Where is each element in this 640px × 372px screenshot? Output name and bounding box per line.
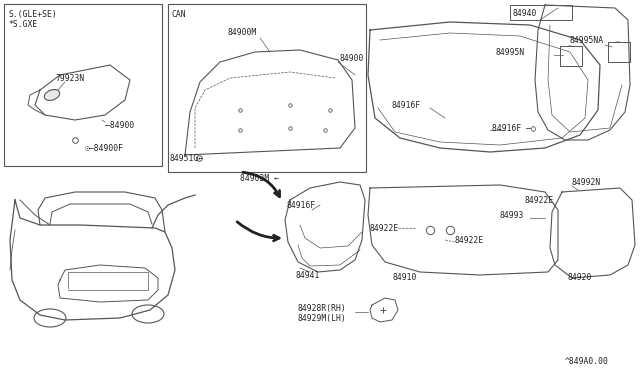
Text: CAN: CAN (172, 10, 187, 19)
Text: —84900: —84900 (105, 121, 134, 129)
Text: 84928R(RH): 84928R(RH) (298, 304, 347, 312)
Bar (560, 46, 582, 66)
Bar (510, 5, 572, 20)
Text: 84922E: 84922E (525, 196, 554, 205)
Text: 84902M ←: 84902M ← (240, 173, 279, 183)
Text: 84995NA: 84995NA (570, 35, 604, 45)
Ellipse shape (563, 46, 577, 64)
Bar (168, 4, 366, 172)
Bar (4, 4, 162, 166)
Text: *S.GXE: *S.GXE (8, 19, 37, 29)
Text: 79923N: 79923N (55, 74, 84, 83)
Text: 84922E: 84922E (370, 224, 399, 232)
Bar (608, 42, 630, 62)
Ellipse shape (44, 90, 60, 100)
Text: 84951G←: 84951G← (170, 154, 204, 163)
Text: 84941: 84941 (296, 270, 321, 279)
Ellipse shape (611, 42, 625, 58)
Ellipse shape (132, 305, 164, 323)
Text: 84940: 84940 (513, 9, 538, 17)
Text: 84910: 84910 (393, 273, 417, 282)
Text: 84929M(LH): 84929M(LH) (298, 314, 347, 323)
Text: 84916F: 84916F (392, 100, 421, 109)
Text: 84992N: 84992N (572, 177, 601, 186)
Text: 84916F: 84916F (287, 201, 316, 209)
Text: ^849A0.00: ^849A0.00 (565, 357, 609, 366)
Text: 84922E: 84922E (455, 235, 484, 244)
Text: 84916F ―○: 84916F ―○ (492, 124, 536, 132)
Text: ☉—84900F: ☉—84900F (85, 144, 124, 153)
Text: S.(GLE+SE): S.(GLE+SE) (8, 10, 57, 19)
Text: 84993: 84993 (500, 211, 524, 219)
Text: 84900M: 84900M (228, 28, 257, 36)
Ellipse shape (34, 309, 66, 327)
Text: 84900: 84900 (340, 54, 364, 62)
Text: 84995N: 84995N (496, 48, 525, 57)
Text: 84920: 84920 (568, 273, 593, 282)
